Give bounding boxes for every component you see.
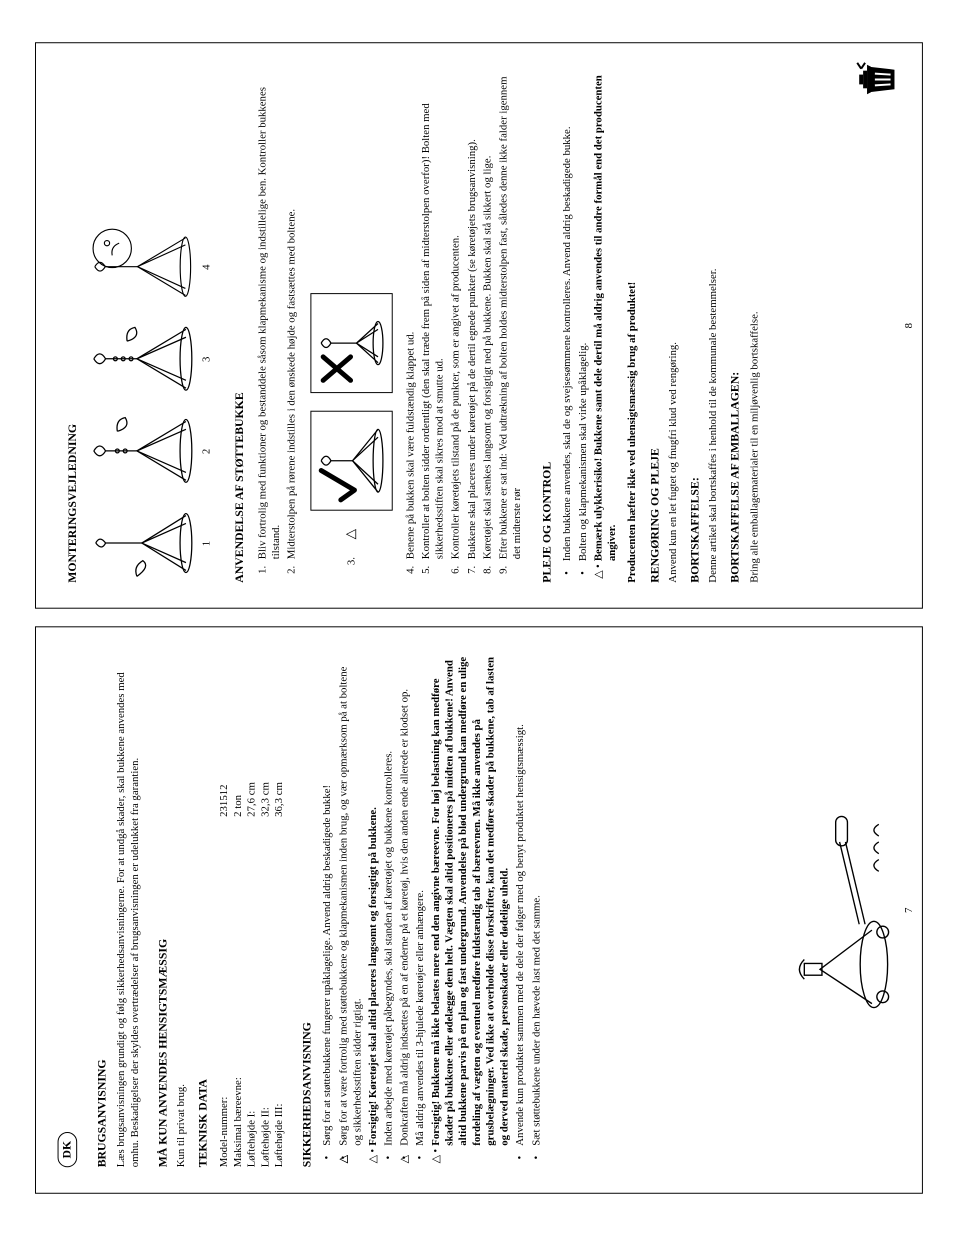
safety-list: Sørg for at støttebukkene fungerer upåkl… bbox=[319, 653, 546, 1167]
table-row: Maksimal bæreevne:2 ton bbox=[231, 653, 245, 1167]
disposal-text: Denne artikel skal bortskaffes i henhold… bbox=[707, 68, 721, 582]
heading-disposal-packaging: BORTSKAFFELSE AF EMBALLAGEN: bbox=[728, 68, 743, 582]
table-row: Løftehøjde II:32,3 cm bbox=[258, 653, 272, 1167]
list-item: Sørg for at støttebukkene fungerer upåkl… bbox=[321, 653, 335, 1167]
list-item: Sæt støttebukkene under den hævede last … bbox=[529, 653, 543, 1167]
list-item: Forsigtig! Bukkene må ikke belastes mere… bbox=[429, 653, 512, 1167]
list-item: Inden arbejde med køretøjet påbegyndes, … bbox=[382, 653, 396, 1167]
list-item: Kontroller at bolten sidder ordentligt (… bbox=[419, 68, 447, 562]
fig-caption: 3 bbox=[200, 320, 214, 398]
producer-line: Producenten hæfter ikke ved uhensigtsmæs… bbox=[625, 68, 639, 582]
heading-intended-use: MÅ KUN ANVENDES HENSIGTSMÆSSIG bbox=[155, 653, 170, 1167]
packaging-text: Bring alle emballagematerialer til en mi… bbox=[747, 68, 761, 582]
heading-care: PLEJE OG KONTROL bbox=[540, 68, 555, 582]
heading-disposal: BORTSKAFFELSE: bbox=[688, 68, 703, 582]
triangle-icon: △ bbox=[343, 528, 361, 539]
care-list: Inden bukkene anvendes, skal de og svejs… bbox=[559, 68, 622, 582]
list-item: Anvende kun produktet sammen med de dele… bbox=[514, 653, 528, 1167]
list-item: Donkraften må aldrig indsættes på en af … bbox=[397, 653, 411, 1167]
page-left: DK BRUGSANVISNING Læs brugsanvisningen g… bbox=[35, 626, 923, 1193]
correct-box bbox=[311, 411, 393, 511]
intro-text: Læs brugsanvisningen grundigt og følg si… bbox=[114, 653, 142, 1167]
correct-stand-illustration bbox=[315, 418, 384, 504]
stand-step-1-illustration bbox=[88, 504, 196, 582]
list-item: Forsigtig! Køretøjet skal altid placeres… bbox=[366, 653, 380, 1167]
list-item: Bliv fortrolig med funktioner og bestand… bbox=[255, 68, 283, 562]
list-item: Må aldrig anvendes til 3-hjulede køretøj… bbox=[413, 653, 427, 1167]
list-item: Bukkene skal placeres under køretøjet på… bbox=[465, 68, 479, 562]
heading-safety: SIKKERHEDSANVISNING bbox=[300, 653, 315, 1167]
stand-step-2-illustration bbox=[88, 412, 196, 490]
wrong-box bbox=[311, 293, 393, 393]
list-item: Køretøjet skal sænkes langsomt og forsig… bbox=[481, 68, 495, 562]
stand-step-3-illustration bbox=[88, 320, 196, 398]
list-item: Efter bukkene er sat ind: Ved udtrækning… bbox=[496, 68, 524, 562]
cleaning-text: Anvend kun en let fugtet og fnugfri klud… bbox=[666, 68, 680, 582]
jack-stand-side-illustration bbox=[791, 802, 899, 1018]
table-row: Løftehøjde III:36,3 cm bbox=[272, 653, 286, 1167]
list-item: Bemærk ulykkerisiko! Bukkene samt dele d… bbox=[592, 68, 620, 582]
step-3-row: 3. △ bbox=[311, 68, 393, 564]
heading-use-stands: ANVENDELSE AF STØTTEBUKKE bbox=[232, 68, 247, 582]
list-item: Benene på bukken skal være fuldstændig k… bbox=[404, 68, 418, 562]
fig-caption: 2 bbox=[200, 412, 214, 490]
heading-assembly: MONTERINGSVEJLEDNING bbox=[65, 68, 80, 582]
list-item: Sørg for at være fortrolig med støttebuk… bbox=[336, 653, 364, 1167]
bottom-figure bbox=[791, 653, 905, 1167]
use-line: Kun til privat brug. bbox=[174, 653, 188, 1167]
list-item: Kontroller køretøjets tilstand på de pun… bbox=[449, 68, 463, 562]
steps-1-2: Bliv fortrolig med funktioner og bestand… bbox=[253, 68, 300, 582]
recycle-bin-icon bbox=[857, 62, 900, 95]
page-number: 8 bbox=[902, 43, 916, 608]
page-right: MONTERINGSVEJLEDNING 1 bbox=[35, 42, 923, 609]
list-item: Bolten og klapmekanismen skal virke upåk… bbox=[576, 68, 590, 582]
list-item: Midterstolpen på rørene indstilles i den… bbox=[285, 68, 299, 562]
fig-caption: 4 bbox=[200, 227, 214, 305]
list-item: Inden bukkene anvendes, skal de og svejs… bbox=[560, 68, 574, 582]
assembly-figures-row: 1 2 bbox=[88, 68, 214, 582]
stand-step-4-illustration bbox=[88, 227, 196, 305]
fig-caption: 1 bbox=[200, 504, 214, 582]
step-3-label: 3. bbox=[345, 556, 359, 564]
heading-brugsanvisning: BRUGSANVISNING bbox=[95, 653, 110, 1167]
wrong-stand-illustration bbox=[315, 300, 384, 386]
table-row: Løftehøjde I:27,6 cm bbox=[245, 653, 259, 1167]
heading-cleaning: RENGØRING OG PLEJE bbox=[647, 68, 662, 582]
spec-table: Model-nummer:231512 Maksimal bæreevne:2 … bbox=[217, 653, 286, 1167]
steps-4-9: Benene på bukken skal være fuldstændig k… bbox=[402, 68, 526, 582]
page-number: 7 bbox=[902, 627, 916, 1192]
heading-tech-data: TEKNISK DATA bbox=[196, 653, 211, 1167]
table-row: Model-nummer:231512 bbox=[217, 653, 231, 1167]
country-badge: DK bbox=[58, 1132, 78, 1167]
